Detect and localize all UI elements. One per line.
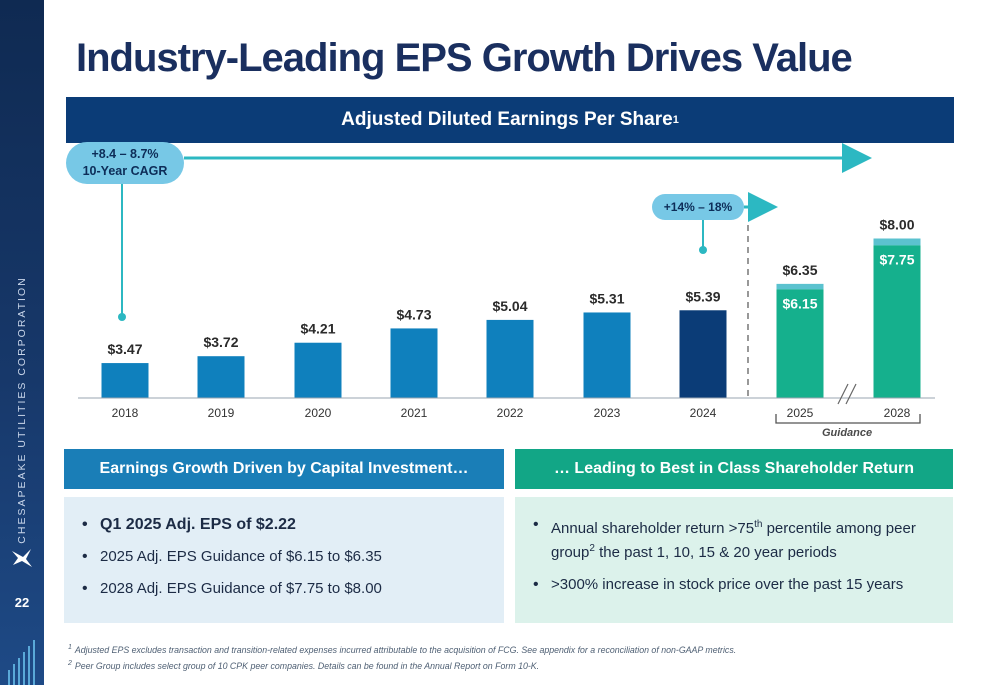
footnote-number: 2 xyxy=(68,660,72,667)
data-label-2018: $3.47 xyxy=(107,341,142,357)
list-item: Annual shareholder return >75th percenti… xyxy=(531,515,935,563)
chart-banner: Adjusted Diluted Earnings Per Share 1 xyxy=(66,97,954,143)
guidance-label: Guidance xyxy=(822,427,873,439)
chart-title: Adjusted Diluted Earnings Per Share xyxy=(341,109,673,130)
panel-body-left: Q1 2025 Adj. EPS of $2.22 2025 Adj. EPS … xyxy=(64,497,504,623)
bar-2023 xyxy=(583,312,631,398)
footnote-ref: 2 xyxy=(589,543,595,554)
bar-2021 xyxy=(390,328,438,398)
x-tick-2022: 2022 xyxy=(497,406,524,420)
data-label-2023: $5.31 xyxy=(589,290,624,306)
panel-heading-right: … Leading to Best in Class Shareholder R… xyxy=(515,449,953,489)
footnote-text: Adjusted EPS excludes transaction and tr… xyxy=(74,644,737,655)
list-item-text: percentile among peer group xyxy=(551,520,916,561)
cagr-anchor-dot xyxy=(118,313,126,321)
bar-2019 xyxy=(197,356,245,398)
axis-break-mark xyxy=(845,383,857,405)
cagr-label: 10-Year CAGR xyxy=(82,164,168,178)
company-logo-icon xyxy=(12,549,32,567)
data-label-2022: $5.04 xyxy=(492,298,527,314)
growth-callout: +14% – 18% xyxy=(652,194,744,220)
x-tick-2019: 2019 xyxy=(208,406,235,420)
bar-2022 xyxy=(486,319,534,398)
eps-bar-chart: $3.47 2018 $3.72 2019 $4.21 2020 $4.73 2021 $5.0… xyxy=(78,143,935,424)
list-item-text: Annual shareholder return >75 xyxy=(551,520,755,537)
x-tick-2025: 2025 xyxy=(787,406,814,420)
x-tick-2020: 2020 xyxy=(305,406,332,420)
x-tick-2023: 2023 xyxy=(594,406,621,420)
bar-guidance-low-2028 xyxy=(873,245,921,398)
page-number: 22 xyxy=(14,595,30,610)
data-label-2028: $8.00 xyxy=(879,217,914,233)
footnote-text: Peer Group includes select group of 10 C… xyxy=(74,660,540,671)
bar-2024 xyxy=(679,310,727,398)
axis-break-mark xyxy=(837,383,849,405)
data-label-low-2025: $6.15 xyxy=(782,295,817,311)
list-item: 2028 Adj. EPS Guidance of $7.75 to $8.00 xyxy=(80,579,486,599)
footnote-number: 1 xyxy=(68,644,72,651)
page-title: Industry-Leading EPS Growth Drives Value xyxy=(76,36,853,80)
cagr-callout: +8.4 – 8.7% 10-Year CAGR xyxy=(66,142,184,184)
decorative-bars-icon xyxy=(8,640,35,685)
cagr-range: +8.4 – 8.7% xyxy=(91,147,159,161)
superscript: th xyxy=(754,519,763,530)
panel-body-right: Annual shareholder return >75th percenti… xyxy=(515,497,953,623)
data-label-2025: $6.35 xyxy=(782,262,817,278)
sidebar: CHESAPEAKE UTILITIES CORPORATION 22 xyxy=(0,0,44,685)
growth-anchor-dot xyxy=(699,246,707,254)
list-item: Q1 2025 Adj. EPS of $2.22 xyxy=(80,515,486,535)
x-tick-2018: 2018 xyxy=(112,406,139,420)
data-label-2021: $4.73 xyxy=(396,306,431,322)
guidance-bracket xyxy=(775,414,921,424)
bar-2018 xyxy=(101,363,149,398)
panel-heading-left: Earnings Growth Driven by Capital Invest… xyxy=(64,449,504,489)
data-label-2024: $5.39 xyxy=(685,288,720,304)
footnote-ref: 1 xyxy=(672,114,679,126)
list-item: 2025 Adj. EPS Guidance of $6.15 to $6.35 xyxy=(80,547,486,567)
x-tick-2028: 2028 xyxy=(884,406,911,420)
data-label-low-2028: $7.75 xyxy=(879,251,914,267)
x-tick-2021: 2021 xyxy=(401,406,428,420)
bar-2020 xyxy=(294,342,342,398)
list-item-text: the past 1, 10, 15 & 20 year periods xyxy=(594,544,837,561)
data-label-2020: $4.21 xyxy=(300,321,335,337)
bar-guidance-low-2025 xyxy=(776,289,824,398)
data-label-2019: $3.72 xyxy=(203,334,238,350)
footnote-1: 1 Adjusted EPS excludes transaction and t… xyxy=(68,644,736,655)
list-item: >300% increase in stock price over the p… xyxy=(531,575,935,595)
bar-guidance-high-2025 xyxy=(776,283,824,290)
x-tick-2024: 2024 xyxy=(690,406,717,420)
bar-guidance-high-2028 xyxy=(873,238,921,246)
footnote-2: 2 Peer Group includes select group of 10 … xyxy=(68,660,539,671)
